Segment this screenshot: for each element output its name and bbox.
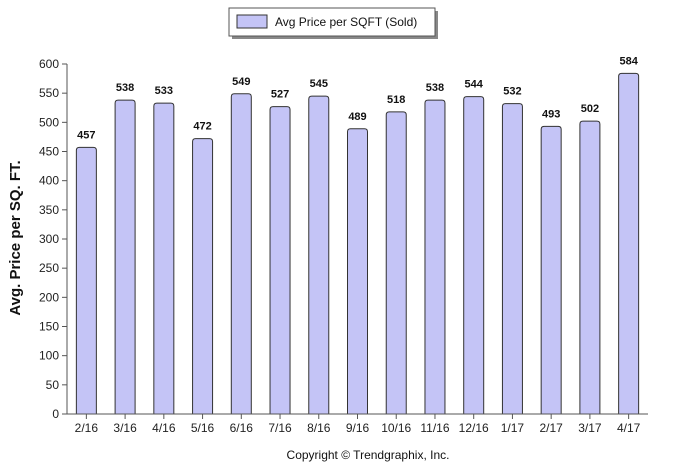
value-label-8-16: 545 (310, 78, 328, 90)
y-tick-label: 450 (39, 145, 59, 159)
y-tick-label: 150 (39, 320, 59, 334)
bar-8-16 (308, 95, 330, 415)
value-label-7-16: 527 (271, 89, 289, 101)
value-label-2-17: 493 (542, 108, 560, 120)
y-tick-label: 50 (46, 378, 60, 392)
legend-swatch (236, 14, 268, 29)
y-tick-label: 400 (39, 174, 59, 188)
x-tick-label-4-17: 4/17 (617, 421, 641, 435)
value-label-3-17: 502 (581, 103, 599, 115)
value-label-12-16: 544 (465, 79, 484, 91)
y-tick-label: 0 (52, 407, 59, 421)
copyright-text: Copyright © Trendgraphix, Inc. (287, 448, 450, 462)
legend: Avg Price per SQFT (Sold) (228, 7, 438, 39)
x-tick-label-10-16: 10/16 (381, 421, 411, 435)
x-tick-label-12-16: 12/16 (459, 421, 489, 435)
y-tick-label: 350 (39, 203, 59, 217)
y-tick-label: 100 (39, 349, 59, 363)
bar-6-16 (230, 93, 252, 415)
x-tick-label-9-16: 9/16 (346, 421, 370, 435)
value-label-11-16: 538 (426, 82, 444, 94)
bar-3-16 (114, 99, 136, 415)
value-label-2-16: 457 (77, 129, 95, 141)
x-tick-label-4-16: 4/16 (152, 421, 176, 435)
bar-11-16 (424, 99, 446, 415)
y-tick-label: 300 (39, 232, 59, 246)
y-axis-title: Avg. Price per SQ. FT. (7, 160, 24, 315)
value-label-6-16: 549 (232, 76, 250, 88)
value-label-4-16: 533 (155, 85, 173, 97)
bar-2-16 (75, 146, 97, 415)
x-tick-label-3-17: 3/17 (578, 421, 602, 435)
y-tick-label: 600 (39, 57, 59, 71)
value-label-1-17: 532 (503, 86, 521, 98)
x-tick-label-6-16: 6/16 (230, 421, 254, 435)
x-tick-label-8-16: 8/16 (307, 421, 331, 435)
x-tick-label-3-16: 3/16 (113, 421, 137, 435)
y-tick-label: 500 (39, 115, 59, 129)
bar-7-16 (269, 106, 291, 415)
value-label-5-16: 472 (193, 121, 211, 133)
x-tick-label-2-16: 2/16 (75, 421, 99, 435)
value-label-9-16: 489 (348, 111, 366, 123)
y-tick-label: 550 (39, 86, 59, 100)
bar-4-17 (618, 72, 640, 415)
value-label-10-16: 518 (387, 94, 405, 106)
x-tick-label-5-16: 5/16 (191, 421, 215, 435)
y-tick-label: 250 (39, 261, 59, 275)
bar-3-17 (579, 120, 601, 415)
y-axis: 0 50 100 150 200 250 300 350 400 450 500 550 600 (39, 57, 68, 421)
x-tick-label-11-16: 11/16 (420, 421, 449, 435)
bar-10-16 (385, 111, 407, 415)
bar-9-16 (347, 128, 368, 415)
x-tick-label-7-16: 7/16 (268, 421, 292, 435)
value-label-4-17: 584 (619, 55, 638, 67)
legend-label: Avg Price per SQFT (Sold) (275, 15, 417, 29)
bar-5-16 (192, 138, 214, 415)
x-tick-label-1-17: 1/17 (501, 421, 525, 435)
value-label-3-16: 538 (116, 82, 134, 94)
x-axis: 2/16 3/16 4/16 5/16 6/16 7/16 8/16 9/16 10/16 11/… (67, 413, 648, 435)
x-tick-label-2-17: 2/17 (539, 421, 563, 435)
bar-1-17 (501, 103, 523, 415)
bars: 457 538 533 472 549 527 545 489 518 538 544 532 493 5… (75, 55, 640, 415)
bar-2-17 (540, 125, 562, 415)
y-tick-label: 200 (39, 290, 59, 304)
bar-12-16 (463, 96, 485, 415)
bar-4-16 (153, 102, 175, 415)
